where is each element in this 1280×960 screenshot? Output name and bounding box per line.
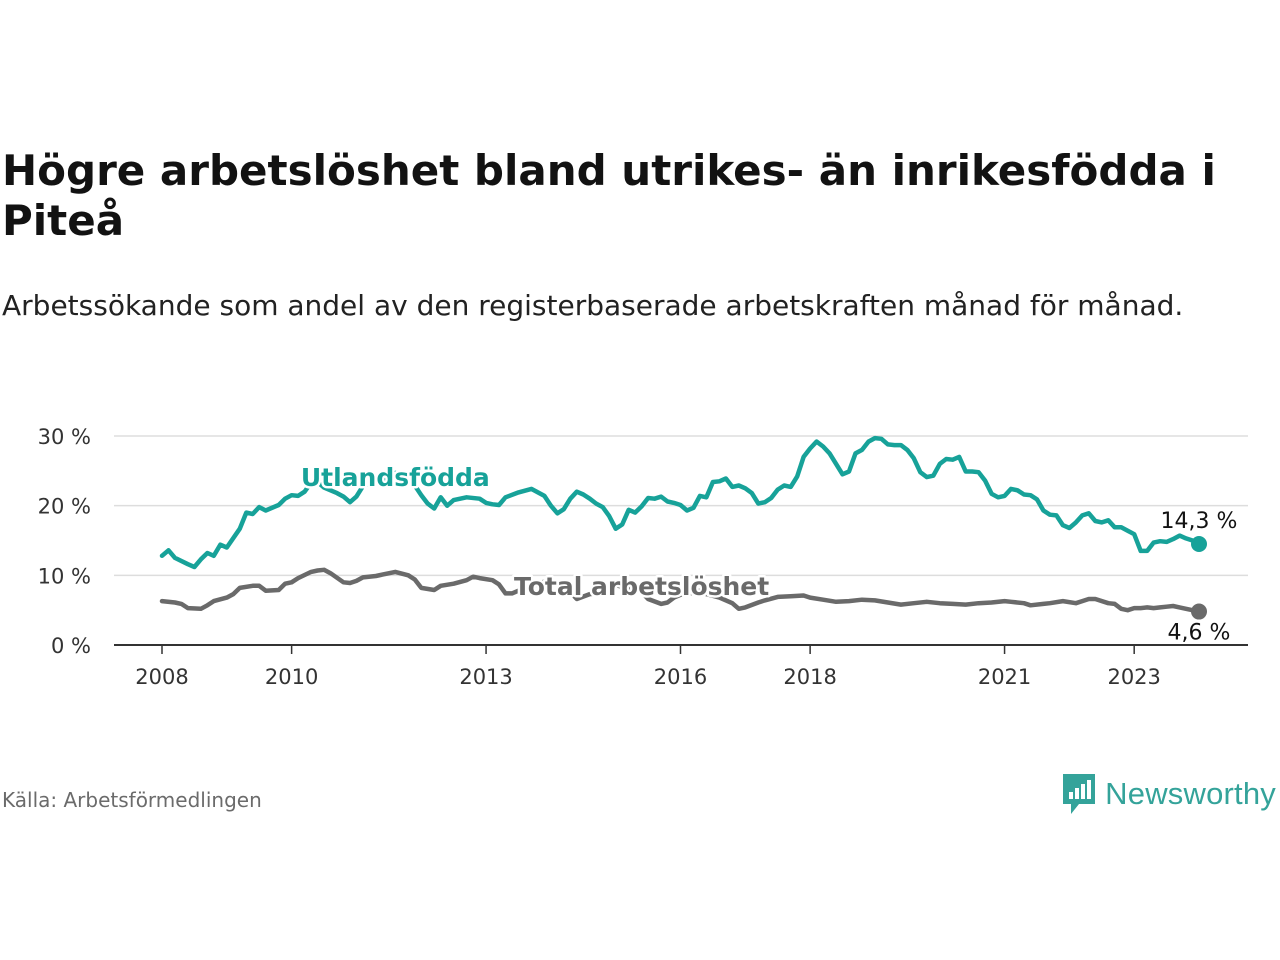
y-tick-label: 20 % bbox=[38, 495, 91, 519]
x-axis-ticks: 2008 2010 2013 2016 2018 2021 2023 bbox=[135, 645, 1161, 689]
source-note: Källa: Arbetsförmedlingen bbox=[2, 788, 262, 812]
series-end-value-label: 14,3 % bbox=[1161, 509, 1238, 534]
y-tick-label: 30 % bbox=[38, 425, 91, 449]
series-name-label: Utlandsfödda bbox=[301, 463, 490, 492]
x-tick-label: 2013 bbox=[459, 665, 512, 689]
newsworthy-logo-icon bbox=[1063, 774, 1096, 814]
series-end-dot bbox=[1191, 603, 1207, 620]
x-tick-label: 2018 bbox=[783, 665, 836, 689]
brand-name: Newsworthy bbox=[1105, 776, 1276, 811]
y-tick-label: 10 % bbox=[38, 564, 91, 588]
series-name-label: Total arbetslöshet bbox=[514, 572, 769, 601]
series-lines bbox=[159, 435, 1207, 620]
series-line-total bbox=[159, 567, 1202, 614]
x-tick-label: 2023 bbox=[1107, 665, 1160, 689]
chart-subtitle: Arbetssökande som andel av den registerb… bbox=[2, 289, 1184, 322]
series-labels: Utlandsfödda 14,3 % Total arbetslöshet 4,6 … bbox=[298, 461, 1239, 648]
brand-logo[interactable]: Newsworthy bbox=[1061, 772, 1276, 816]
series-end-dot bbox=[1191, 535, 1207, 552]
chart-title: Högre arbetslöshet bland utrikes- än inr… bbox=[2, 146, 1216, 245]
line-chart: 0 % 10 % 20 % 30 % 2008 2010 2013 2016 2018 2021… bbox=[38, 425, 1248, 689]
x-tick-label: 2010 bbox=[265, 665, 318, 689]
y-tick-label: 0 % bbox=[51, 634, 91, 658]
y-axis-ticks: 0 % 10 % 20 % 30 % bbox=[38, 425, 91, 658]
series-line-utlandsfodda bbox=[159, 435, 1202, 570]
x-tick-label: 2008 bbox=[135, 665, 188, 689]
series-end-value-label: 4,6 % bbox=[1168, 621, 1231, 646]
x-tick-label: 2021 bbox=[978, 665, 1031, 689]
x-tick-label: 2016 bbox=[654, 665, 707, 689]
